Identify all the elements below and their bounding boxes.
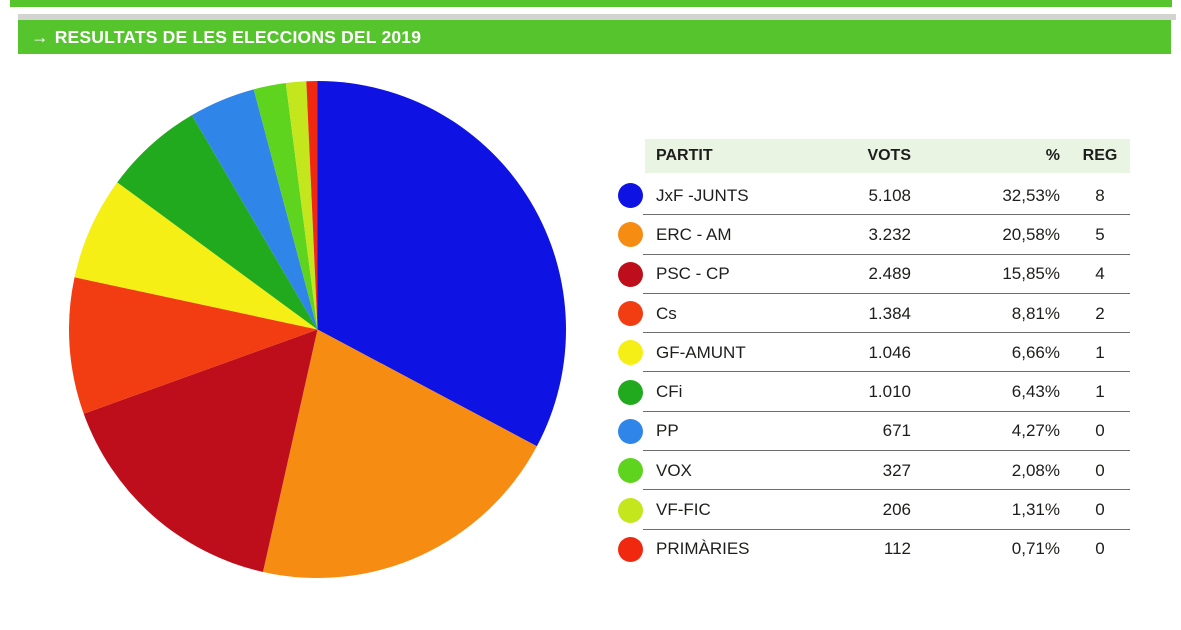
table-row: JxF -JUNTS 5.108 32,53% 8 — [618, 176, 1130, 216]
party-votes: 1.384 — [868, 303, 911, 323]
legend-color-dot — [618, 301, 643, 327]
header-reg: REG — [1082, 147, 1118, 164]
party-pct: 20,58% — [1002, 224, 1060, 244]
party-name: PSC - CP — [656, 264, 730, 284]
party-name: GF-AMUNT — [656, 342, 746, 362]
party-reg: 0 — [1095, 539, 1105, 559]
legend-color-dot — [618, 183, 643, 209]
legend-color-dot — [618, 418, 643, 444]
party-votes: 3.232 — [868, 224, 911, 244]
page-title: RESULTATS DE LES ELECCIONS DEL 2019 — [54, 26, 422, 47]
pie-slice-cfi — [117, 115, 318, 330]
top-accent-bar — [10, 0, 1172, 7]
party-name: VOX — [656, 460, 692, 480]
party-votes: 2.489 — [868, 264, 911, 284]
header-pct: % — [1045, 147, 1060, 164]
party-pct: 0,71% — [1011, 539, 1060, 559]
pie-slice-cs — [69, 277, 318, 414]
party-reg: 4 — [1095, 264, 1105, 284]
table-row: ERC - AM 3.232 20,58% 5 — [618, 215, 1130, 255]
legend-color-dot — [618, 497, 643, 523]
party-name: PP — [656, 421, 679, 441]
party-votes: 206 — [882, 500, 911, 520]
table-row: VOX 327 2,08% 0 — [618, 451, 1130, 491]
table-row: PSC - CP 2.489 15,85% 4 — [618, 255, 1130, 295]
title-banner: → RESULTATS DE LES ELECCIONS DEL 2019 — [18, 20, 1171, 54]
header-vots: VOTS — [867, 147, 911, 164]
table-row: PP 671 4,27% 0 — [618, 412, 1130, 452]
table-row: GF-AMUNT 1.046 6,66% 1 — [618, 333, 1130, 373]
party-name: CFi — [656, 382, 683, 402]
pie-slice-pp — [191, 89, 318, 330]
party-name: ERC - AM — [656, 224, 732, 244]
party-reg: 2 — [1095, 303, 1105, 323]
pie-slice-gf-amunt — [74, 182, 318, 330]
party-pct: 4,27% — [1011, 421, 1060, 441]
party-name: PRIMÀRIES — [656, 539, 750, 559]
pie-slice-jxf-junts — [317, 81, 566, 447]
party-pct: 8,81% — [1011, 303, 1060, 323]
pie-slice-psc-cp — [83, 329, 318, 572]
pie-chart — [69, 81, 566, 578]
legend-color-dot — [618, 379, 643, 405]
party-pct: 1,31% — [1011, 500, 1060, 520]
party-pct: 6,66% — [1011, 342, 1060, 362]
legend-color-dot — [618, 261, 643, 287]
table-row: CFi 1.010 6,43% 1 — [618, 372, 1130, 413]
party-name: VF-FIC — [656, 500, 711, 520]
gray-divider — [18, 14, 1176, 20]
pie-slice-vf-fic — [285, 81, 318, 330]
results-table: PARTIT VOTS % REG JxF -JUNTS 5.108 32,53… — [618, 139, 1130, 569]
party-votes: 327 — [882, 460, 911, 480]
party-votes: 1.046 — [868, 342, 911, 362]
party-reg: 8 — [1095, 185, 1105, 205]
party-reg: 0 — [1095, 421, 1105, 441]
pie-slice-erc-am — [262, 329, 537, 578]
party-votes: 112 — [883, 539, 911, 559]
party-reg: 0 — [1095, 500, 1105, 520]
party-reg: 1 — [1095, 342, 1105, 362]
table-row: Cs 1.384 8,81% 2 — [618, 294, 1130, 334]
party-votes: 5.108 — [868, 185, 911, 205]
party-pct: 6,43% — [1011, 382, 1060, 402]
party-name: JxF -JUNTS — [656, 185, 749, 205]
legend-color-dot — [618, 340, 643, 366]
header-partit: PARTIT — [656, 147, 713, 164]
pie-slice-primàries — [306, 81, 318, 330]
table-body: JxF -JUNTS 5.108 32,53% 8 ERC - AM 3.232… — [618, 176, 1130, 569]
party-reg: 0 — [1095, 460, 1105, 480]
table-row: VF-FIC 206 1,31% 0 — [618, 490, 1130, 530]
party-name: Cs — [656, 303, 677, 323]
table-row: PRIMÀRIES 112 0,71% 0 — [618, 530, 1130, 569]
legend-color-dot — [618, 536, 643, 562]
party-reg: 5 — [1095, 224, 1105, 244]
legend-color-dot — [618, 222, 643, 248]
pie-chart-svg — [69, 81, 566, 578]
party-reg: 1 — [1095, 382, 1105, 402]
table-header-row: PARTIT VOTS % REG — [645, 139, 1130, 173]
party-votes: 671 — [882, 421, 911, 441]
party-votes: 1.010 — [868, 382, 911, 402]
party-pct: 15,85% — [1002, 264, 1060, 284]
pie-slice-vox — [253, 83, 318, 330]
legend-color-dot — [618, 458, 643, 484]
arrow-icon: → — [31, 26, 49, 47]
party-pct: 32,53% — [1002, 185, 1060, 205]
party-pct: 2,08% — [1011, 460, 1060, 480]
